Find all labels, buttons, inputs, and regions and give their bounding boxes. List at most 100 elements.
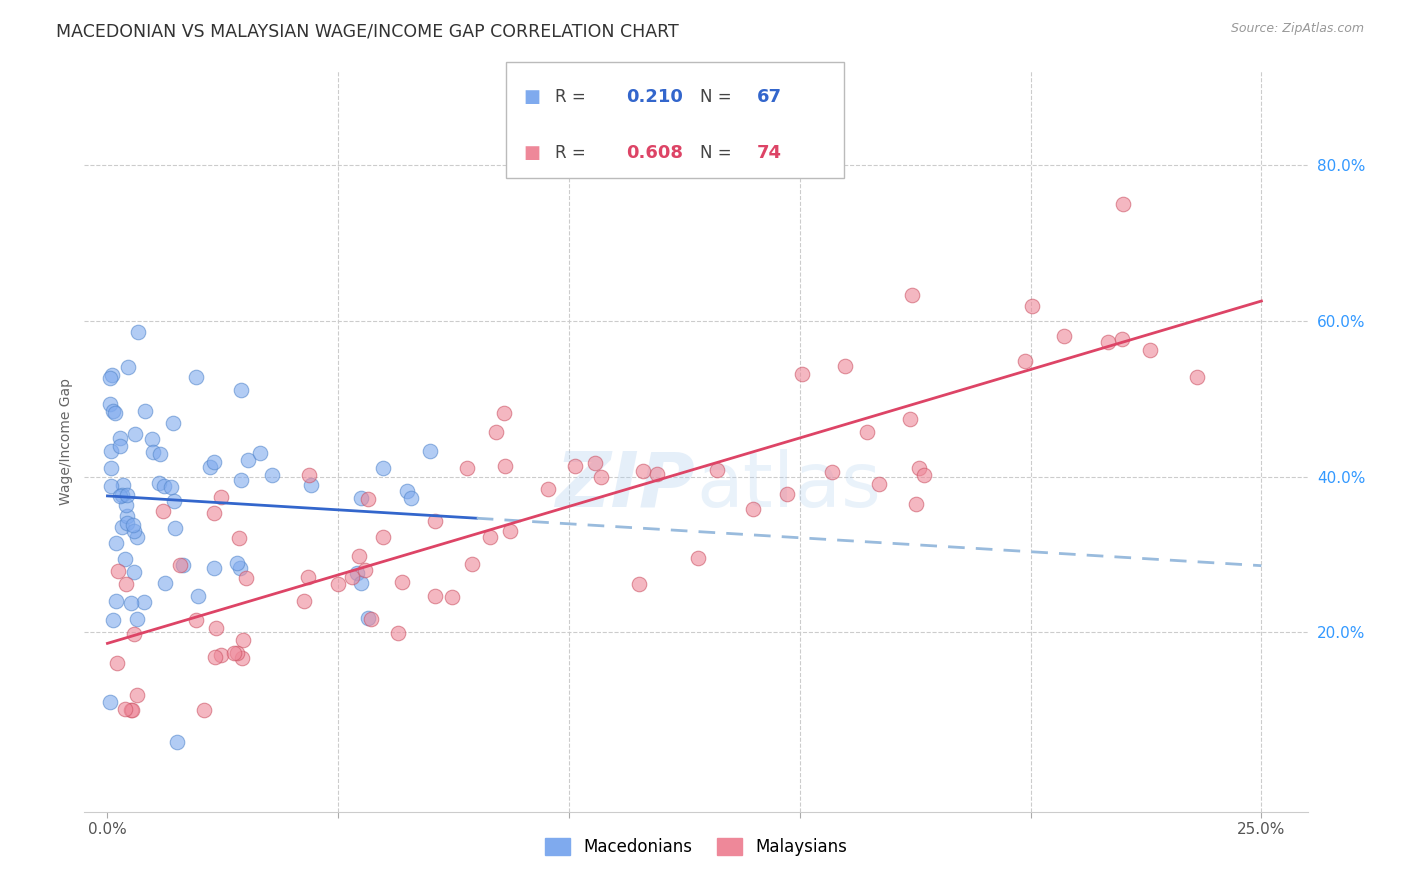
Point: [100, 444, 122, 458]
Point: [706, 463, 728, 477]
Point: [627, 577, 650, 591]
Point: [790, 367, 813, 381]
Point: [115, 509, 138, 524]
Point: [354, 564, 377, 578]
Point: [111, 488, 134, 502]
Text: N =: N =: [700, 144, 737, 161]
Point: [232, 633, 254, 648]
Point: [172, 558, 194, 572]
Point: [686, 551, 709, 566]
Point: [104, 536, 127, 550]
Point: [347, 549, 370, 563]
Point: [101, 368, 124, 382]
Point: [103, 404, 125, 418]
Point: [127, 325, 149, 339]
Point: [494, 459, 516, 474]
Text: Source: ZipAtlas.com: Source: ZipAtlas.com: [1230, 22, 1364, 36]
Point: [198, 460, 221, 475]
Point: [238, 453, 260, 467]
Text: 74: 74: [756, 144, 782, 161]
Point: [868, 476, 890, 491]
Point: [162, 494, 184, 508]
Point: [1014, 354, 1036, 368]
Point: [115, 488, 138, 502]
Point: [202, 455, 225, 469]
Point: [357, 492, 380, 507]
Point: [387, 625, 409, 640]
Point: [589, 469, 612, 483]
Point: [299, 478, 322, 492]
Point: [226, 556, 249, 570]
Point: [104, 406, 127, 420]
Point: [425, 589, 447, 603]
Point: [492, 406, 515, 420]
Point: [122, 627, 145, 641]
Text: R =: R =: [555, 144, 592, 161]
Point: [121, 703, 143, 717]
Point: [1185, 370, 1208, 384]
Point: [98, 695, 121, 709]
Point: [346, 566, 368, 581]
Point: [225, 647, 247, 661]
Point: [1097, 334, 1119, 349]
Point: [821, 466, 844, 480]
Point: [211, 491, 233, 505]
Point: [399, 491, 422, 506]
Point: [169, 558, 191, 573]
Text: 0.210: 0.210: [626, 88, 682, 106]
Point: [229, 560, 252, 574]
Point: [120, 703, 142, 717]
Point: [537, 482, 560, 496]
Point: [187, 590, 209, 604]
Point: [396, 483, 419, 498]
Point: [153, 576, 176, 591]
Point: [152, 504, 174, 518]
Point: [297, 467, 319, 482]
Point: [350, 576, 373, 591]
Point: [350, 491, 373, 505]
Point: [1053, 329, 1076, 343]
Point: [204, 506, 226, 520]
Point: [1111, 332, 1133, 346]
Point: [111, 478, 134, 492]
Point: [120, 595, 142, 609]
Point: [479, 530, 502, 544]
Point: [456, 461, 478, 475]
Point: [107, 564, 129, 578]
Point: [104, 594, 127, 608]
Point: [775, 486, 797, 500]
Point: [855, 425, 877, 439]
Point: [149, 447, 172, 461]
Point: [371, 530, 394, 544]
Point: [166, 734, 188, 748]
Text: 0.608: 0.608: [626, 144, 683, 161]
Point: [159, 480, 181, 494]
Point: [204, 650, 226, 665]
Point: [152, 479, 174, 493]
Point: [260, 467, 283, 482]
Text: ZIP: ZIP: [557, 449, 696, 523]
Point: [142, 445, 165, 459]
Point: [326, 577, 349, 591]
Point: [117, 360, 139, 375]
Point: [425, 514, 447, 528]
Point: [235, 571, 257, 585]
Text: atlas: atlas: [696, 449, 880, 523]
Point: [100, 461, 122, 475]
Point: [132, 595, 155, 609]
Point: [357, 611, 380, 625]
Point: [127, 612, 149, 626]
Point: [391, 574, 413, 589]
Point: [108, 439, 131, 453]
Point: [908, 460, 931, 475]
Point: [1021, 299, 1043, 313]
Point: [162, 416, 184, 430]
Point: [101, 613, 124, 627]
Point: [901, 288, 924, 302]
Point: [249, 446, 271, 460]
Text: R =: R =: [555, 88, 592, 106]
Point: [184, 370, 207, 384]
Point: [900, 411, 922, 425]
Point: [98, 397, 121, 411]
Point: [114, 577, 136, 591]
